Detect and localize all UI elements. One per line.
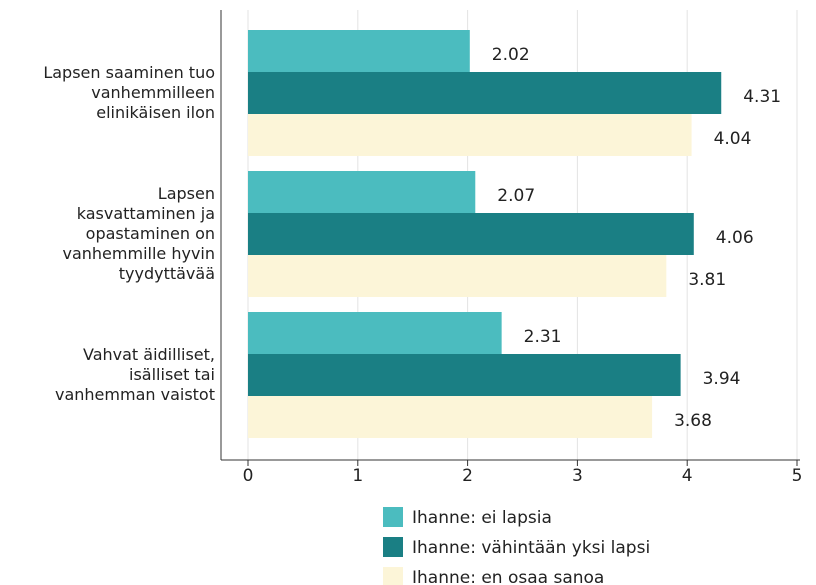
bar bbox=[248, 114, 692, 156]
bar bbox=[248, 312, 502, 354]
bar bbox=[248, 255, 667, 297]
legend-swatch bbox=[383, 507, 403, 527]
x-tick-label: 4 bbox=[682, 466, 693, 486]
value-label: 2.31 bbox=[524, 327, 562, 347]
value-label: 4.06 bbox=[716, 228, 754, 248]
legend-label: Ihanne: en osaa sanoa bbox=[412, 568, 604, 585]
value-label: 2.02 bbox=[492, 45, 530, 65]
x-tick-label: 0 bbox=[243, 466, 254, 486]
legend-swatch bbox=[383, 537, 403, 557]
x-tick-label: 5 bbox=[792, 466, 803, 486]
value-label: 4.04 bbox=[714, 129, 752, 149]
category-label: Lapsen kasvattaminen ja opastaminen on v… bbox=[62, 184, 216, 283]
legend-label: Ihanne: ei lapsia bbox=[412, 508, 552, 528]
value-label: 3.68 bbox=[674, 411, 712, 431]
value-label: 3.81 bbox=[688, 270, 726, 290]
bar bbox=[248, 171, 476, 213]
value-label: 3.94 bbox=[703, 369, 741, 389]
bar bbox=[248, 30, 470, 72]
bar bbox=[248, 354, 681, 396]
bar bbox=[248, 72, 722, 114]
legend-label: Ihanne: vähintään yksi lapsi bbox=[412, 538, 650, 558]
category-label: Vahvat äidilliset, isälliset tai vanhemm… bbox=[55, 345, 215, 404]
bar bbox=[248, 213, 694, 255]
value-label: 4.31 bbox=[743, 87, 781, 107]
x-tick-label: 2 bbox=[462, 466, 473, 486]
x-tick-label: 3 bbox=[572, 466, 583, 486]
category-label: Lapsen saaminen tuo vanhemmilleen elinik… bbox=[43, 63, 215, 122]
x-tick-label: 1 bbox=[352, 466, 363, 486]
value-label: 2.07 bbox=[497, 186, 535, 206]
bar bbox=[248, 396, 653, 438]
legend-swatch bbox=[383, 567, 403, 585]
